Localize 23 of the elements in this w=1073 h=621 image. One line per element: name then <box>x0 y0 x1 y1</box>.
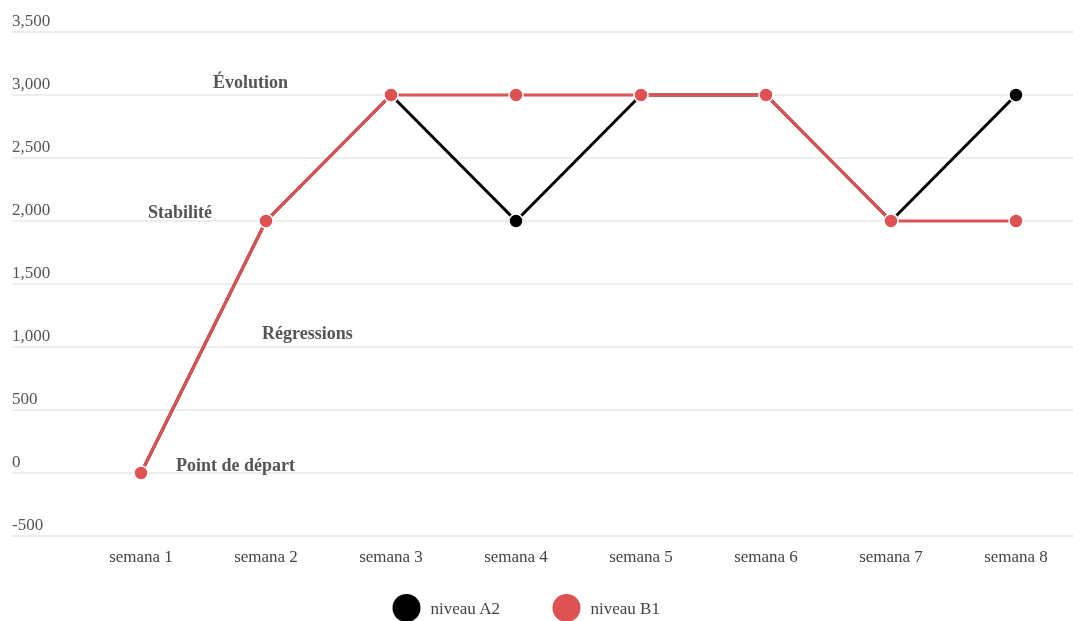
annotation: Régressions <box>262 323 353 343</box>
y-tick-label: 2,500 <box>12 137 51 156</box>
x-tick-label: semana 8 <box>984 547 1048 566</box>
annotation: Évolution <box>213 71 289 92</box>
annotation: Stabilité <box>148 202 213 222</box>
x-tick-label: semana 2 <box>234 547 298 566</box>
x-tick-label: semana 3 <box>359 547 423 566</box>
x-tick-label: semana 1 <box>109 547 173 566</box>
x-tick-label: semana 6 <box>734 547 798 566</box>
x-tick-label: semana 4 <box>484 547 549 566</box>
annotation: Point de départ <box>176 455 295 475</box>
y-tick-label: -500 <box>12 515 44 534</box>
y-tick-label: 3,000 <box>12 74 51 93</box>
y-tick-label: 1,000 <box>12 326 51 345</box>
y-tick-label: 2,000 <box>12 200 51 219</box>
legend-label: niveau B1 <box>590 599 660 618</box>
y-tick-label: 3,500 <box>12 11 51 30</box>
y-tick-label: 1,500 <box>12 263 51 282</box>
y-tick-label: 500 <box>12 389 38 408</box>
x-tick-label: semana 5 <box>609 547 673 566</box>
x-tick-label: semana 7 <box>859 547 924 566</box>
legend-label: niveau A2 <box>430 599 500 618</box>
y-tick-label: 0 <box>12 452 21 471</box>
